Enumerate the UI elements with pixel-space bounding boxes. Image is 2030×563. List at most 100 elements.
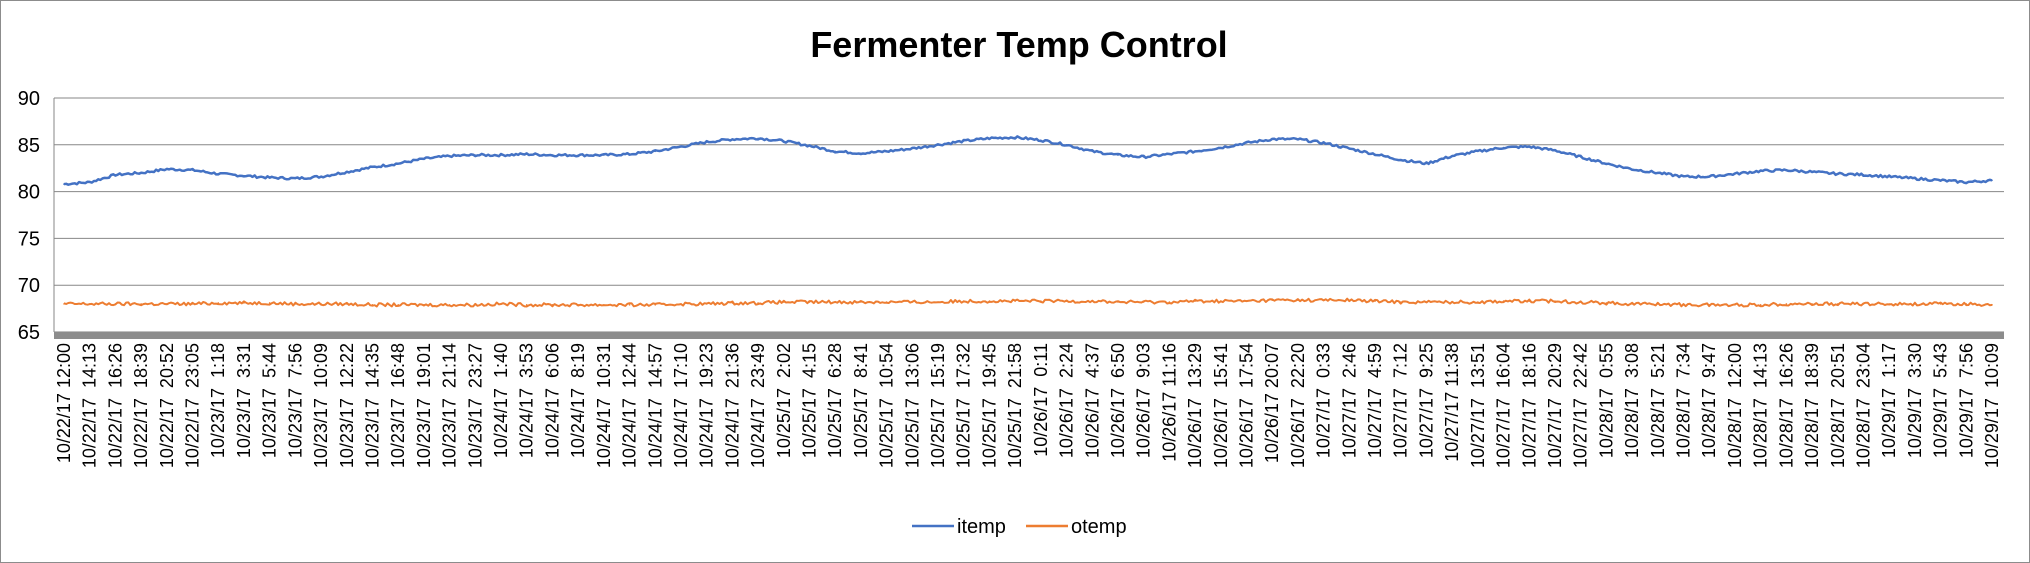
x-tick-label: 10/27/17 13:51 [1468,343,1488,468]
data-point-itemp [268,176,271,179]
data-point-itemp [705,141,708,143]
data-point-otemp [962,300,965,302]
data-point-otemp [448,304,451,306]
data-point-otemp [782,301,785,303]
data-point-otemp [1502,300,1505,302]
x-tick-label: 10/23/17 19:01 [414,343,434,468]
data-point-itemp [243,174,245,177]
data-point-otemp [1220,300,1222,302]
data-point-otemp [988,300,991,302]
data-point-itemp [1554,149,1556,152]
x-tick-label: 10/24/17 17:10 [671,343,691,468]
data-point-otemp [1914,303,1916,305]
data-point-itemp [654,150,657,153]
data-point-itemp [1759,170,1762,172]
x-tick-label: 10/26/17 17:54 [1237,343,1257,468]
data-point-otemp [1657,303,1659,305]
data-point-itemp [525,153,528,155]
data-point-otemp [911,301,914,303]
data-point-otemp [140,303,142,305]
data-point-itemp [1579,156,1582,158]
data-point-otemp [654,304,657,306]
x-tick-label: 10/23/17 1:18 [208,343,228,458]
data-point-otemp [294,303,297,305]
data-point-otemp [1554,300,1556,302]
data-point-otemp [191,303,194,305]
data-point-otemp [1348,299,1351,301]
x-tick-label: 10/25/17 8:41 [851,343,871,458]
x-tick-label: 10/23/17 10:09 [311,343,331,468]
x-tick-label: 10/29/17 3:30 [1905,343,1925,458]
x-tick-label: 10/27/17 4:59 [1365,343,1385,458]
data-point-otemp [1965,303,1968,305]
series-lines [63,135,1993,308]
x-tick-label: 10/28/17 23:04 [1853,343,1873,468]
data-point-otemp [1194,300,1196,302]
x-tick-label: 10/23/17 12:22 [337,343,357,468]
data-point-itemp [1194,150,1196,153]
x-tick-label: 10/25/17 21:58 [1005,343,1025,468]
data-point-otemp [1091,300,1094,302]
data-point-itemp [1631,168,1633,170]
x-tick-label: 10/26/17 20:07 [1262,343,1282,463]
x-tick-label: 10/26/17 4:37 [1082,343,1102,458]
data-point-itemp [860,152,862,155]
x-tick-label: 10/27/17 18:16 [1519,343,1539,468]
data-point-itemp [1914,177,1916,180]
x-tick-label: 10/22/17 12:00 [54,343,74,463]
x-tick-label: 10/25/17 15:19 [928,343,948,468]
data-point-otemp [1708,304,1711,306]
data-point-itemp [834,150,836,153]
data-point-otemp [1374,300,1376,302]
data-point-otemp [1297,299,1299,301]
data-point-otemp [1477,301,1479,303]
data-point-itemp [911,147,914,150]
data-point-itemp [1399,158,1402,161]
data-point-itemp [448,155,451,157]
data-point-itemp [1682,175,1685,178]
data-point-itemp [397,162,399,165]
data-point-itemp [1374,153,1376,155]
x-tick-label: 10/24/17 14:57 [645,343,665,468]
data-point-itemp [1939,179,1942,182]
data-point-itemp [1091,150,1094,153]
data-point-otemp [551,304,554,306]
x-tick-label: 10/25/17 10:54 [877,343,897,468]
data-point-itemp [1734,173,1736,175]
data-point-otemp [808,301,811,303]
data-point-itemp [1348,147,1351,150]
data-point-itemp [885,150,888,153]
data-point-itemp [628,153,631,155]
data-point-itemp [500,154,502,156]
data-point-otemp [1991,304,1993,306]
data-point-otemp [268,302,271,304]
data-point-itemp [1040,139,1042,141]
data-point-itemp [731,138,734,140]
series-line-otemp [63,297,1993,308]
data-point-itemp [1065,144,1068,146]
data-point-otemp [423,304,425,306]
x-tick-label: 10/28/17 20:51 [1828,343,1848,468]
x-tick-label: 10/26/17 9:03 [1134,343,1154,458]
x-axis-tick-labels: 10/22/17 12:00 10/22/17 14:13 10/22/17 16:… [54,343,2002,468]
data-point-itemp [680,145,682,148]
data-point-otemp [1888,303,1890,305]
data-point-otemp [1399,301,1402,303]
data-point-itemp [1811,171,1813,173]
x-tick-label: 10/25/17 2:02 [774,343,794,458]
data-point-itemp [1991,179,1993,182]
x-tick-label: 10/27/17 2:46 [1339,343,1359,458]
x-tick-label: 10/27/17 11:38 [1442,343,1462,462]
x-tick-label: 10/27/17 0:33 [1314,343,1334,458]
data-point-otemp [1014,300,1016,302]
data-point-itemp [1451,155,1453,157]
x-tick-label: 10/26/17 22:20 [1288,343,1308,468]
data-point-otemp [1759,304,1762,306]
data-point-itemp [1477,150,1479,153]
x-tick-label: 10/27/17 16:04 [1494,343,1514,468]
data-point-itemp [166,168,168,170]
x-axis-band [54,332,2004,339]
data-point-otemp [1065,300,1068,302]
data-point-itemp [114,173,117,176]
